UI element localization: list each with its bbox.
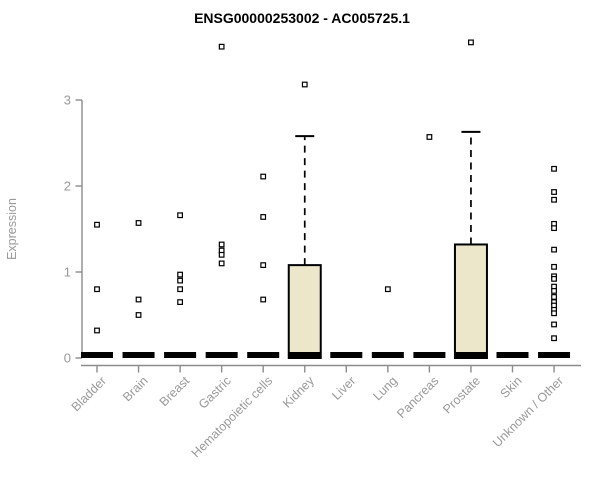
outlier-point bbox=[218, 251, 225, 258]
median-bar bbox=[164, 352, 197, 358]
median-bar bbox=[538, 352, 571, 358]
box bbox=[453, 243, 488, 359]
outlier-point bbox=[468, 39, 474, 46]
outlier-point bbox=[135, 296, 142, 303]
median-bar bbox=[81, 352, 113, 358]
median-bar bbox=[247, 352, 280, 358]
chart-title: ENSG00000253002 - AC005725.1 bbox=[194, 10, 410, 26]
outlier-layer bbox=[94, 39, 557, 342]
outlier-point bbox=[551, 246, 557, 253]
box bbox=[287, 264, 322, 359]
outlier-point bbox=[177, 299, 184, 305]
median-bar bbox=[122, 352, 155, 358]
category-label: Lung bbox=[370, 374, 400, 404]
outlier-point bbox=[135, 312, 142, 318]
outlier-point bbox=[218, 260, 225, 267]
category-label: Brain bbox=[120, 374, 151, 405]
category-label: Hematopoietic cells bbox=[189, 374, 276, 461]
y-axis: 0 1 2 3 bbox=[64, 93, 83, 366]
outlier-point bbox=[551, 294, 557, 300]
outlier-point bbox=[94, 327, 100, 334]
category-label: Skin bbox=[498, 374, 525, 401]
outlier-point bbox=[218, 43, 225, 50]
outlier-point bbox=[260, 214, 267, 220]
category-label: Liver bbox=[329, 374, 358, 403]
category-label: Bladder bbox=[69, 374, 109, 414]
y-tick-label: 2 bbox=[64, 179, 71, 194]
median-bar bbox=[496, 352, 529, 358]
median-bar bbox=[330, 352, 363, 358]
outlier-point bbox=[551, 321, 557, 328]
outlier-point bbox=[551, 275, 557, 282]
category-label: Gastric bbox=[196, 374, 234, 412]
category-label: Prostate bbox=[440, 374, 483, 417]
category-label: Breast bbox=[157, 373, 193, 409]
median-bar bbox=[288, 352, 321, 358]
outlier-point bbox=[260, 173, 267, 180]
y-axis-label: Expression bbox=[5, 198, 19, 260]
outlier-point bbox=[551, 288, 557, 294]
outlier-point bbox=[177, 212, 184, 219]
outlier-point bbox=[551, 165, 557, 172]
outlier-point bbox=[94, 221, 100, 228]
outlier-point bbox=[260, 262, 267, 269]
outlier-point bbox=[551, 189, 557, 195]
outlier-point bbox=[94, 286, 100, 293]
median-bar bbox=[371, 352, 404, 358]
outlier-point bbox=[551, 310, 557, 317]
outlier-point bbox=[551, 335, 557, 342]
outlier-point bbox=[551, 263, 557, 270]
outlier-point bbox=[135, 220, 142, 226]
category-label: Pancreas bbox=[394, 374, 441, 421]
median-bar bbox=[413, 352, 446, 358]
outlier-point bbox=[551, 225, 557, 232]
median-bar bbox=[454, 352, 487, 358]
y-tick-label: 0 bbox=[64, 351, 71, 366]
outlier-point bbox=[551, 196, 557, 203]
outlier-point bbox=[260, 296, 267, 303]
category-label: Kidney bbox=[280, 373, 317, 410]
outlier-point bbox=[426, 134, 433, 140]
y-tick-label: 1 bbox=[64, 265, 71, 280]
category-label: Unknown / Other bbox=[490, 374, 566, 450]
outlier-point bbox=[384, 286, 391, 293]
outlier-point bbox=[177, 277, 184, 284]
outlier-point bbox=[218, 241, 225, 248]
outlier-point bbox=[301, 81, 308, 88]
y-tick-label: 3 bbox=[64, 93, 71, 108]
plot-area bbox=[81, 130, 571, 359]
outlier-point bbox=[177, 271, 184, 278]
median-bar bbox=[205, 352, 238, 358]
outlier-point bbox=[177, 286, 184, 293]
